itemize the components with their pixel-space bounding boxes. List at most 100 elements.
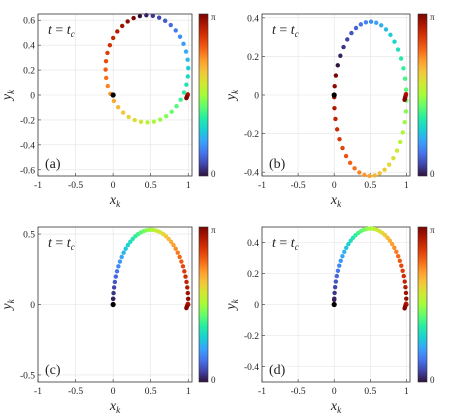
- data-point: [332, 84, 337, 89]
- data-point: [184, 95, 189, 101]
- data-point: [337, 263, 342, 268]
- data-point: [144, 13, 149, 18]
- data-point: [156, 15, 162, 20]
- data-point: [111, 98, 117, 104]
- data-point: [173, 28, 178, 33]
- data-point: [332, 284, 338, 290]
- data-point: [174, 103, 179, 109]
- x-tick-label: -1: [258, 387, 266, 397]
- data-point: [404, 296, 409, 301]
- y-tick-label: 0: [254, 92, 259, 102]
- data-point: [332, 290, 337, 296]
- y-tick-label: -0.2: [244, 332, 259, 342]
- data-point: [387, 238, 393, 243]
- data-point: [111, 296, 116, 301]
- data-point: [119, 23, 125, 29]
- x-axis-label: xk: [109, 399, 121, 415]
- x-tick-label: 1: [404, 181, 409, 191]
- data-point: [388, 32, 393, 38]
- data-point: [335, 268, 341, 273]
- data-point: [111, 290, 116, 296]
- panel-label: (d): [269, 363, 286, 378]
- data-point: [184, 279, 189, 285]
- data-point: [334, 273, 340, 279]
- data-point: [119, 254, 124, 260]
- data-point: [125, 242, 131, 248]
- data-point: [385, 235, 390, 240]
- x-tick-label: 0.5: [145, 181, 157, 191]
- data-point: [374, 20, 379, 25]
- panel-a: -1 -0.5 0 0.5 1 -0.6 -0.4 -0.2 0 0.2 0.4 0.6 xk yk t =…: [0, 12, 216, 209]
- data-point: [175, 250, 180, 255]
- data-point: [357, 170, 362, 175]
- x-axis-label: xk: [109, 193, 121, 209]
- data-point: [383, 27, 389, 32]
- data-point: [123, 246, 128, 251]
- data-point: [125, 19, 130, 24]
- y-axis-label: yk: [0, 89, 16, 102]
- data-point: [185, 57, 190, 62]
- panel-b: -1 -0.5 0 0.5 1 -0.4 -0.2 0 0.2 0.4 xk yk t = tc (b) π…: [224, 12, 435, 209]
- origin-point: [110, 301, 116, 308]
- data-point: [401, 273, 406, 279]
- origin-point: [331, 92, 337, 98]
- y-tick-label: -0.2: [20, 116, 35, 126]
- data-point: [163, 114, 169, 119]
- y-tick-label: 0.2: [247, 53, 259, 63]
- data-point: [399, 263, 404, 268]
- data-point: [103, 58, 109, 64]
- y-tick-label: 0.4: [247, 14, 259, 24]
- data-point: [180, 264, 186, 269]
- data-point: [391, 156, 396, 161]
- data-point: [184, 82, 189, 87]
- y-tick-label: -0.4: [244, 363, 259, 373]
- data-point: [335, 63, 340, 68]
- colorbar-frame: [198, 13, 209, 177]
- data-point: [105, 83, 111, 89]
- data-point: [158, 117, 163, 122]
- data-point: [137, 13, 143, 19]
- data-point: [183, 274, 188, 279]
- data-point: [107, 42, 113, 48]
- data-point: [402, 306, 407, 311]
- data-point: [340, 145, 345, 151]
- x-axis-label: xk: [330, 399, 342, 415]
- data-point: [169, 109, 174, 114]
- data-point: [363, 20, 369, 25]
- data-point: [333, 73, 339, 78]
- data-point: [346, 241, 351, 247]
- data-point: [368, 19, 374, 24]
- data-point: [353, 25, 359, 31]
- data-point: [150, 13, 156, 18]
- data-point: [333, 116, 338, 122]
- data-point: [398, 56, 404, 61]
- data-point: [115, 29, 120, 34]
- data-point: [340, 253, 345, 259]
- y-tick-label: 0.4: [23, 42, 35, 52]
- y-tick-label: 0.4: [247, 239, 259, 249]
- y-tick-label: -0.4: [20, 141, 35, 151]
- data-point: [379, 23, 384, 28]
- data-point: [173, 246, 178, 251]
- x-tick-label: 0.5: [364, 181, 376, 191]
- panel-d: -1 -0.5 0 0.5 1 -0.4 -0.2 0 0.2 0.4 xk yk t = tc (d) π…: [224, 225, 435, 415]
- y-tick-label: 0: [30, 92, 35, 102]
- data-point: [131, 15, 136, 21]
- y-axis-label: yk: [0, 298, 16, 311]
- data-point: [344, 245, 349, 250]
- x-tick-label: -0.5: [291, 387, 306, 397]
- data-point: [132, 117, 137, 123]
- data-point: [126, 114, 131, 120]
- x-tick-label: 1: [404, 387, 409, 397]
- data-point: [402, 119, 407, 125]
- data-point: [403, 109, 409, 114]
- colorbar-max-label: π: [430, 225, 435, 235]
- colorbar-max-label: π: [430, 12, 435, 22]
- panel-label: (c): [45, 363, 61, 378]
- colorbar: [418, 227, 427, 382]
- data-point: [171, 242, 176, 248]
- data-point: [402, 76, 408, 81]
- data-point: [120, 110, 126, 115]
- colorbar: [199, 14, 208, 176]
